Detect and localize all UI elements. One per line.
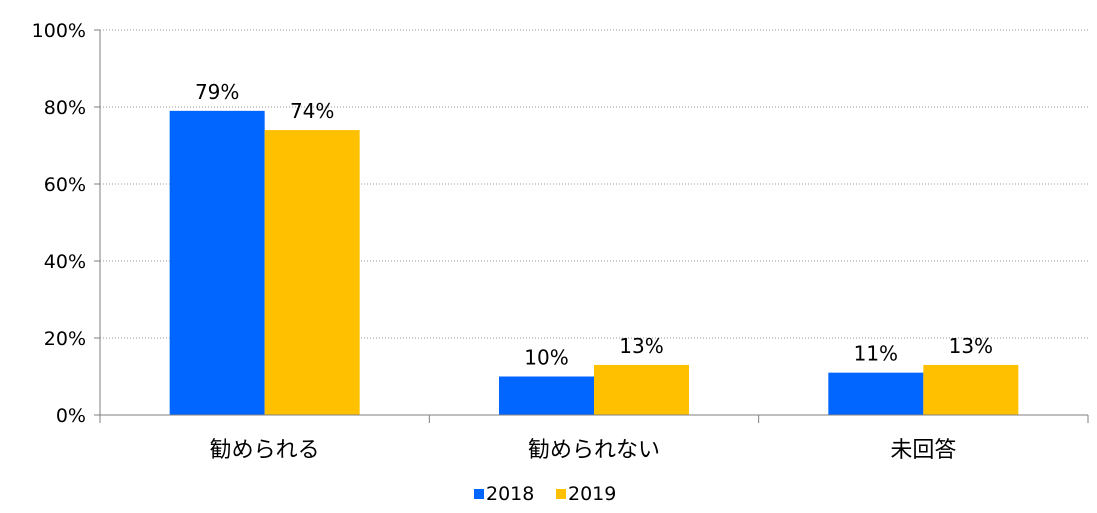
data-label: 13%: [619, 334, 663, 358]
bar: [828, 372, 924, 415]
y-tick-label: 60%: [44, 174, 86, 196]
bar: [923, 364, 1019, 415]
y-tick-label: 20%: [44, 328, 86, 350]
data-label: 10%: [524, 346, 568, 370]
axes: 0% 20% 40% 60% 80% 100% 勧められる 勧められない 未回答: [32, 20, 1089, 463]
category-label: 勧められる: [210, 438, 320, 463]
data-label: 79%: [195, 80, 239, 104]
y-tick-label: 40%: [44, 251, 86, 273]
bar: [594, 364, 689, 415]
legend-label: 2018: [486, 483, 534, 505]
bars: [169, 110, 1019, 415]
bar: [264, 130, 360, 415]
legend: 2018 2019: [474, 483, 616, 505]
legend-swatch: [474, 489, 484, 499]
data-label: 74%: [290, 99, 334, 123]
y-tick-label: 0%: [56, 405, 86, 427]
data-label: 13%: [949, 334, 993, 358]
legend-label: 2019: [568, 483, 616, 505]
y-tick-label: 80%: [44, 97, 86, 119]
legend-swatch: [556, 489, 566, 499]
category-label: 勧められない: [528, 438, 660, 463]
y-tick-label: 100%: [32, 20, 86, 42]
category-label: 未回答: [890, 438, 956, 463]
data-labels: 79% 74% 10% 13% 11% 13%: [195, 80, 993, 370]
bar: [499, 376, 594, 415]
bar: [169, 110, 265, 415]
data-label: 11%: [854, 342, 898, 366]
